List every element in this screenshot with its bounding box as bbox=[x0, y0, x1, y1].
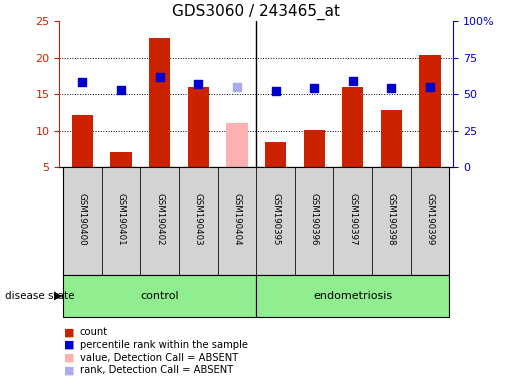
Text: value, Detection Call = ABSENT: value, Detection Call = ABSENT bbox=[80, 353, 238, 362]
Point bbox=[310, 85, 318, 91]
Bar bbox=[72, 114, 93, 167]
Text: ■: ■ bbox=[64, 353, 75, 362]
Bar bbox=[381, 110, 402, 167]
Bar bbox=[187, 87, 209, 167]
Bar bbox=[419, 55, 441, 167]
Text: endometriosis: endometriosis bbox=[313, 291, 392, 301]
Bar bbox=[342, 87, 364, 167]
Text: GSM190395: GSM190395 bbox=[271, 193, 280, 245]
Point bbox=[156, 73, 164, 79]
Text: GSM190402: GSM190402 bbox=[155, 192, 164, 245]
Text: count: count bbox=[80, 327, 108, 337]
Bar bbox=[265, 142, 286, 167]
Point bbox=[387, 85, 396, 91]
Text: ▶: ▶ bbox=[54, 291, 63, 301]
Point bbox=[349, 78, 357, 84]
Text: ■: ■ bbox=[64, 327, 75, 337]
Text: ■: ■ bbox=[64, 340, 75, 350]
Bar bbox=[149, 38, 170, 167]
Title: GDS3060 / 243465_at: GDS3060 / 243465_at bbox=[172, 3, 340, 20]
Point bbox=[194, 81, 202, 87]
Bar bbox=[303, 130, 325, 167]
Text: percentile rank within the sample: percentile rank within the sample bbox=[80, 340, 248, 350]
Text: GSM190396: GSM190396 bbox=[310, 193, 319, 245]
Text: GSM190404: GSM190404 bbox=[232, 192, 242, 245]
Text: GSM190399: GSM190399 bbox=[425, 193, 435, 245]
Bar bbox=[110, 152, 132, 167]
Text: control: control bbox=[140, 291, 179, 301]
Point bbox=[233, 84, 241, 90]
Text: GSM190398: GSM190398 bbox=[387, 193, 396, 245]
Text: ■: ■ bbox=[64, 365, 75, 375]
Text: GSM190397: GSM190397 bbox=[348, 193, 357, 245]
Text: GSM190401: GSM190401 bbox=[116, 192, 126, 245]
Bar bbox=[226, 122, 248, 167]
Point bbox=[271, 88, 280, 94]
Text: disease state: disease state bbox=[5, 291, 75, 301]
Point bbox=[426, 84, 434, 90]
Text: GSM190403: GSM190403 bbox=[194, 192, 203, 245]
Text: GSM190400: GSM190400 bbox=[78, 192, 87, 245]
Point bbox=[117, 87, 125, 93]
Text: rank, Detection Call = ABSENT: rank, Detection Call = ABSENT bbox=[80, 365, 233, 375]
Point bbox=[78, 79, 87, 86]
